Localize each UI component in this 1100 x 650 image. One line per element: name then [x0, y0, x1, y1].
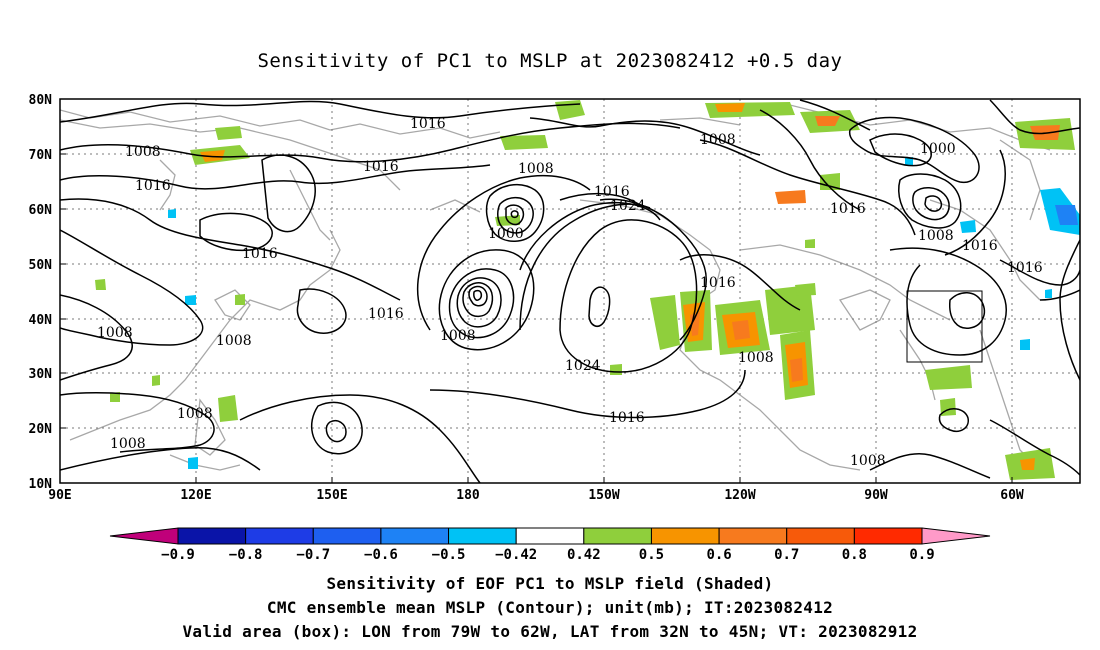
contour-label: 1000: [920, 141, 956, 157]
mslp-contours: [60, 99, 1080, 483]
contour-label: 1016: [242, 246, 278, 262]
axis-ticks: [60, 98, 1013, 484]
colorbar-label: 0.5: [639, 547, 664, 563]
colorbar-label: 0.8: [842, 547, 867, 563]
colorbar-cell: [109, 527, 179, 545]
colorbar-cell: [312, 527, 382, 545]
lat-label: 70N: [29, 148, 53, 163]
lat-label: 30N: [29, 367, 53, 382]
lat-label: 80N: [29, 93, 53, 108]
colorbar-label: 0.9: [909, 547, 934, 563]
contour-label: 1016: [594, 184, 630, 200]
colorbar-cell: [177, 527, 247, 545]
contour-label: 1008: [216, 333, 252, 349]
colorbar-cell: [718, 527, 788, 545]
colorbar-label: −0.42: [495, 547, 537, 563]
lat-label: 60N: [29, 203, 53, 218]
lat-label: 20N: [29, 422, 53, 437]
lon-label: 60W: [1000, 488, 1024, 503]
caption-line-3: Valid area (box): LON from 79W to 62W, L…: [182, 622, 918, 641]
colorbar-cell: [650, 527, 720, 545]
lon-label: 180: [456, 488, 480, 503]
contour-label: 1016: [609, 410, 645, 426]
colorbar: −0.9 −0.8 −0.7 −0.6 −0.5 −0.42 0.42 0.5 0.6 0.7 0.…: [109, 527, 991, 563]
colorbar-cell: [448, 527, 517, 545]
lon-label: 150E: [316, 488, 347, 503]
contour-label: 1008: [125, 144, 161, 160]
lat-label: 10N: [29, 477, 53, 492]
colorbar-label: 0.7: [774, 547, 799, 563]
contour-label: 1008: [440, 328, 476, 344]
gridlines: [60, 99, 1080, 483]
contour-label: 1016: [830, 201, 866, 217]
map-area: 1016 1008 1016 1016 1008 1016 1024 1000 …: [60, 99, 1080, 483]
contour-label: 1024: [610, 198, 646, 214]
colorbar-cell: [853, 527, 923, 545]
lon-label: 120W: [724, 488, 755, 503]
contour-label: 1008: [918, 228, 954, 244]
colorbar-cell: [515, 527, 585, 545]
contour-label: 1008: [518, 161, 554, 177]
colorbar-label: −0.8: [229, 547, 263, 563]
contour-label: 1008: [97, 325, 133, 341]
contour-label: 1016: [135, 178, 171, 194]
colorbar-label: −0.6: [364, 547, 398, 563]
latitude-labels: 80N 70N 60N 50N 40N 30N 20N 10N: [29, 93, 53, 492]
colorbar-labels: −0.9 −0.8 −0.7 −0.6 −0.5 −0.42 0.42 0.5 0.6 0.7 0.…: [161, 547, 935, 563]
colorbar-label: 0.42: [567, 547, 601, 563]
colorbar-cell: [245, 527, 314, 545]
colorbar-cell: [921, 527, 991, 545]
colorbar-cell: [786, 527, 855, 545]
colorbar-label: −0.7: [296, 547, 330, 563]
colorbar-cells: [109, 527, 991, 545]
contour-label: 1016: [1007, 260, 1043, 276]
contour-label: 1008: [700, 132, 736, 148]
contour-label: 1016: [962, 238, 998, 254]
contour-label: 1016: [700, 275, 736, 291]
coastlines: [60, 104, 1051, 471]
lat-label: 40N: [29, 313, 53, 328]
contour-label: 1008: [110, 436, 146, 452]
valid-area-box: [906, 290, 983, 363]
longitude-labels: 90E 120E 150E 180 150W 120W 90W 60W: [48, 488, 1024, 503]
colorbar-label: −0.5: [432, 547, 466, 563]
lon-label: 90W: [864, 488, 888, 503]
contour-label: 1008: [177, 406, 213, 422]
colorbar-label: −0.9: [161, 547, 195, 563]
contour-label: 1016: [410, 116, 446, 132]
contour-label: 1016: [368, 306, 404, 322]
contour-label: 1008: [850, 453, 886, 469]
lon-label: 120E: [180, 488, 211, 503]
lon-label: 150W: [588, 488, 619, 503]
contour-label: 1008: [738, 350, 774, 366]
sensitivity-shading: [95, 100, 1080, 480]
contour-label-group: 1016 1008 1016 1016 1008 1016 1024 1000 …: [97, 116, 1043, 469]
chart-title: Sensitivity of PC1 to MSLP at 2023082412…: [257, 50, 843, 72]
caption-line-2: CMC ensemble mean MSLP (Contour); unit(m…: [266, 598, 834, 617]
colorbar-cell: [380, 527, 450, 545]
colorbar-label: 0.6: [706, 547, 731, 563]
contour-label: 1000: [488, 226, 524, 242]
caption-line-1: Sensitivity of EOF PC1 to MSLP field (Sh…: [326, 574, 774, 593]
contour-label: 1024: [565, 358, 601, 374]
contour-label: 1016: [363, 159, 399, 175]
colorbar-cell: [583, 527, 652, 545]
map-frame: [59, 98, 1081, 484]
lon-label: 90E: [48, 488, 71, 503]
lat-label: 50N: [29, 258, 53, 273]
